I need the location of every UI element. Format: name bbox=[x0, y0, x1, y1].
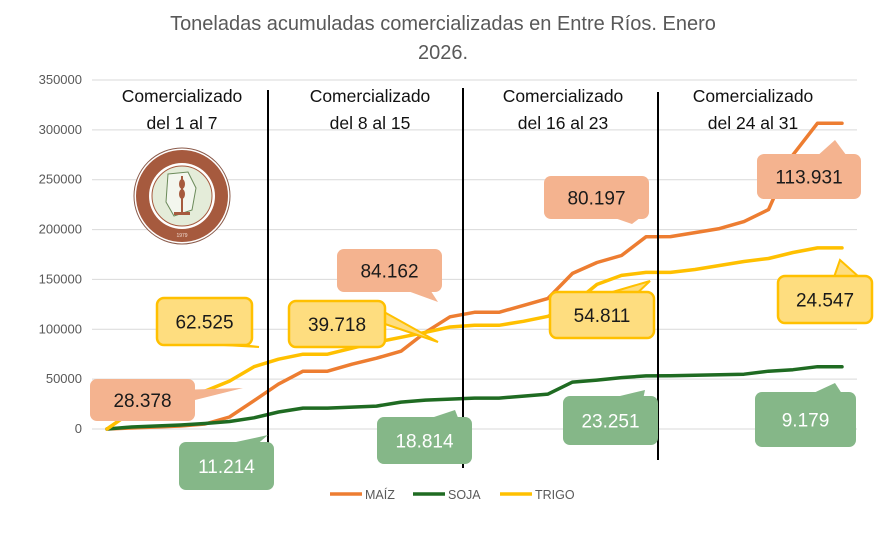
callout-tail bbox=[620, 390, 645, 396]
callout-tail bbox=[236, 435, 268, 442]
callout-trigo: 24.547 bbox=[776, 258, 874, 325]
callout-tail bbox=[819, 140, 846, 154]
callout-soja: 23.251 bbox=[563, 390, 658, 445]
callout-trigo: 62.525 bbox=[155, 296, 260, 348]
period-label-title: Comercializado bbox=[122, 86, 243, 106]
callout-box bbox=[548, 290, 656, 340]
callout-box bbox=[377, 417, 472, 464]
period-dividers bbox=[267, 88, 659, 480]
y-axis-ticks: 0 50000 100000 150000 200000 250000 300000 3500… bbox=[39, 72, 82, 436]
callout-box bbox=[776, 274, 874, 325]
callout-box bbox=[337, 249, 442, 292]
period-label-range: del 1 al 7 bbox=[146, 113, 217, 133]
callout-trigo: 54.811 bbox=[548, 280, 656, 340]
series-lines bbox=[105, 121, 844, 431]
period-labels: Comercializado del 1 al 7 Comercializado de… bbox=[122, 86, 814, 133]
callout-tail bbox=[815, 383, 841, 392]
callout-maiz: 28.378 bbox=[90, 379, 243, 421]
y-tick-label: 300000 bbox=[39, 122, 82, 137]
callout-box bbox=[155, 296, 254, 347]
period-label-title: Comercializado bbox=[693, 86, 814, 106]
y-tick-label: 150000 bbox=[39, 271, 82, 286]
callout-value: 23.251 bbox=[581, 412, 639, 433]
series-line-trigo bbox=[105, 246, 844, 431]
period-label-range: del 24 al 31 bbox=[708, 113, 799, 133]
callout-box bbox=[757, 154, 861, 199]
callout-tail bbox=[612, 280, 651, 293]
legend-label: TRIGO bbox=[535, 488, 575, 502]
callout-trigo: 39.718 bbox=[287, 299, 439, 349]
callout-value: 80.197 bbox=[567, 189, 625, 210]
callout-value: 28.378 bbox=[113, 391, 171, 412]
callout-value: 84.162 bbox=[360, 262, 418, 283]
callout-value: 9.179 bbox=[782, 411, 830, 432]
callout-value: 39.718 bbox=[308, 315, 366, 336]
callout-box bbox=[287, 299, 387, 349]
callout-maiz: 80.197 bbox=[544, 176, 649, 224]
callout-box bbox=[755, 392, 856, 447]
legend-label: MAÍZ bbox=[365, 487, 395, 502]
callout-value: 18.814 bbox=[395, 432, 454, 453]
callout-maiz: 84.162 bbox=[337, 249, 442, 302]
y-tick-label: 0 bbox=[75, 421, 82, 436]
callout-value: 54.811 bbox=[574, 306, 631, 327]
callout-tail bbox=[617, 219, 639, 224]
series-line-maiz bbox=[105, 121, 844, 431]
callout-value: 11.214 bbox=[198, 457, 255, 478]
callout-tail bbox=[832, 258, 861, 277]
legend-label: SOJA bbox=[448, 488, 481, 502]
callout-box bbox=[563, 396, 658, 445]
svg-text:1979: 1979 bbox=[176, 233, 187, 239]
callout-box bbox=[179, 442, 274, 490]
callouts: 28.378 62.525 11.214 39.718 84.162 18.814 80.1… bbox=[90, 140, 874, 490]
callout-value: 113.931 bbox=[775, 168, 842, 189]
callout-value: 24.547 bbox=[796, 291, 854, 312]
callout-box bbox=[544, 176, 649, 219]
chart-title-line-2: 2026. bbox=[418, 42, 468, 64]
y-tick-label: 200000 bbox=[39, 222, 82, 237]
callout-box bbox=[90, 379, 195, 421]
legend: MAÍZ SOJA TRIGO bbox=[330, 487, 575, 502]
callout-soja: 9.179 bbox=[755, 383, 856, 447]
y-tick-label: 50000 bbox=[46, 371, 82, 386]
period-label-range: del 16 al 23 bbox=[518, 113, 609, 133]
chart-title-line-1: Toneladas acumuladas comercializadas en … bbox=[170, 13, 716, 35]
y-tick-label: 250000 bbox=[39, 172, 82, 187]
series-line-soja bbox=[105, 364, 844, 431]
callout-tail bbox=[195, 388, 243, 400]
y-tick-label: 100000 bbox=[39, 321, 82, 336]
period-label-title: Comercializado bbox=[503, 86, 624, 106]
callout-soja: 18.814 bbox=[377, 410, 472, 464]
callout-maiz: 113.931 bbox=[757, 140, 861, 199]
y-tick-label: 350000 bbox=[39, 72, 82, 87]
period-label-title: Comercializado bbox=[310, 86, 431, 106]
callout-value: 62.525 bbox=[175, 313, 233, 334]
callout-tail bbox=[410, 292, 438, 302]
callout-tail bbox=[434, 410, 458, 417]
bolsa-cereales-logo: 1979 bbox=[133, 147, 231, 245]
period-label-range: del 8 al 15 bbox=[330, 113, 411, 133]
callout-soja: 11.214 bbox=[179, 435, 274, 490]
